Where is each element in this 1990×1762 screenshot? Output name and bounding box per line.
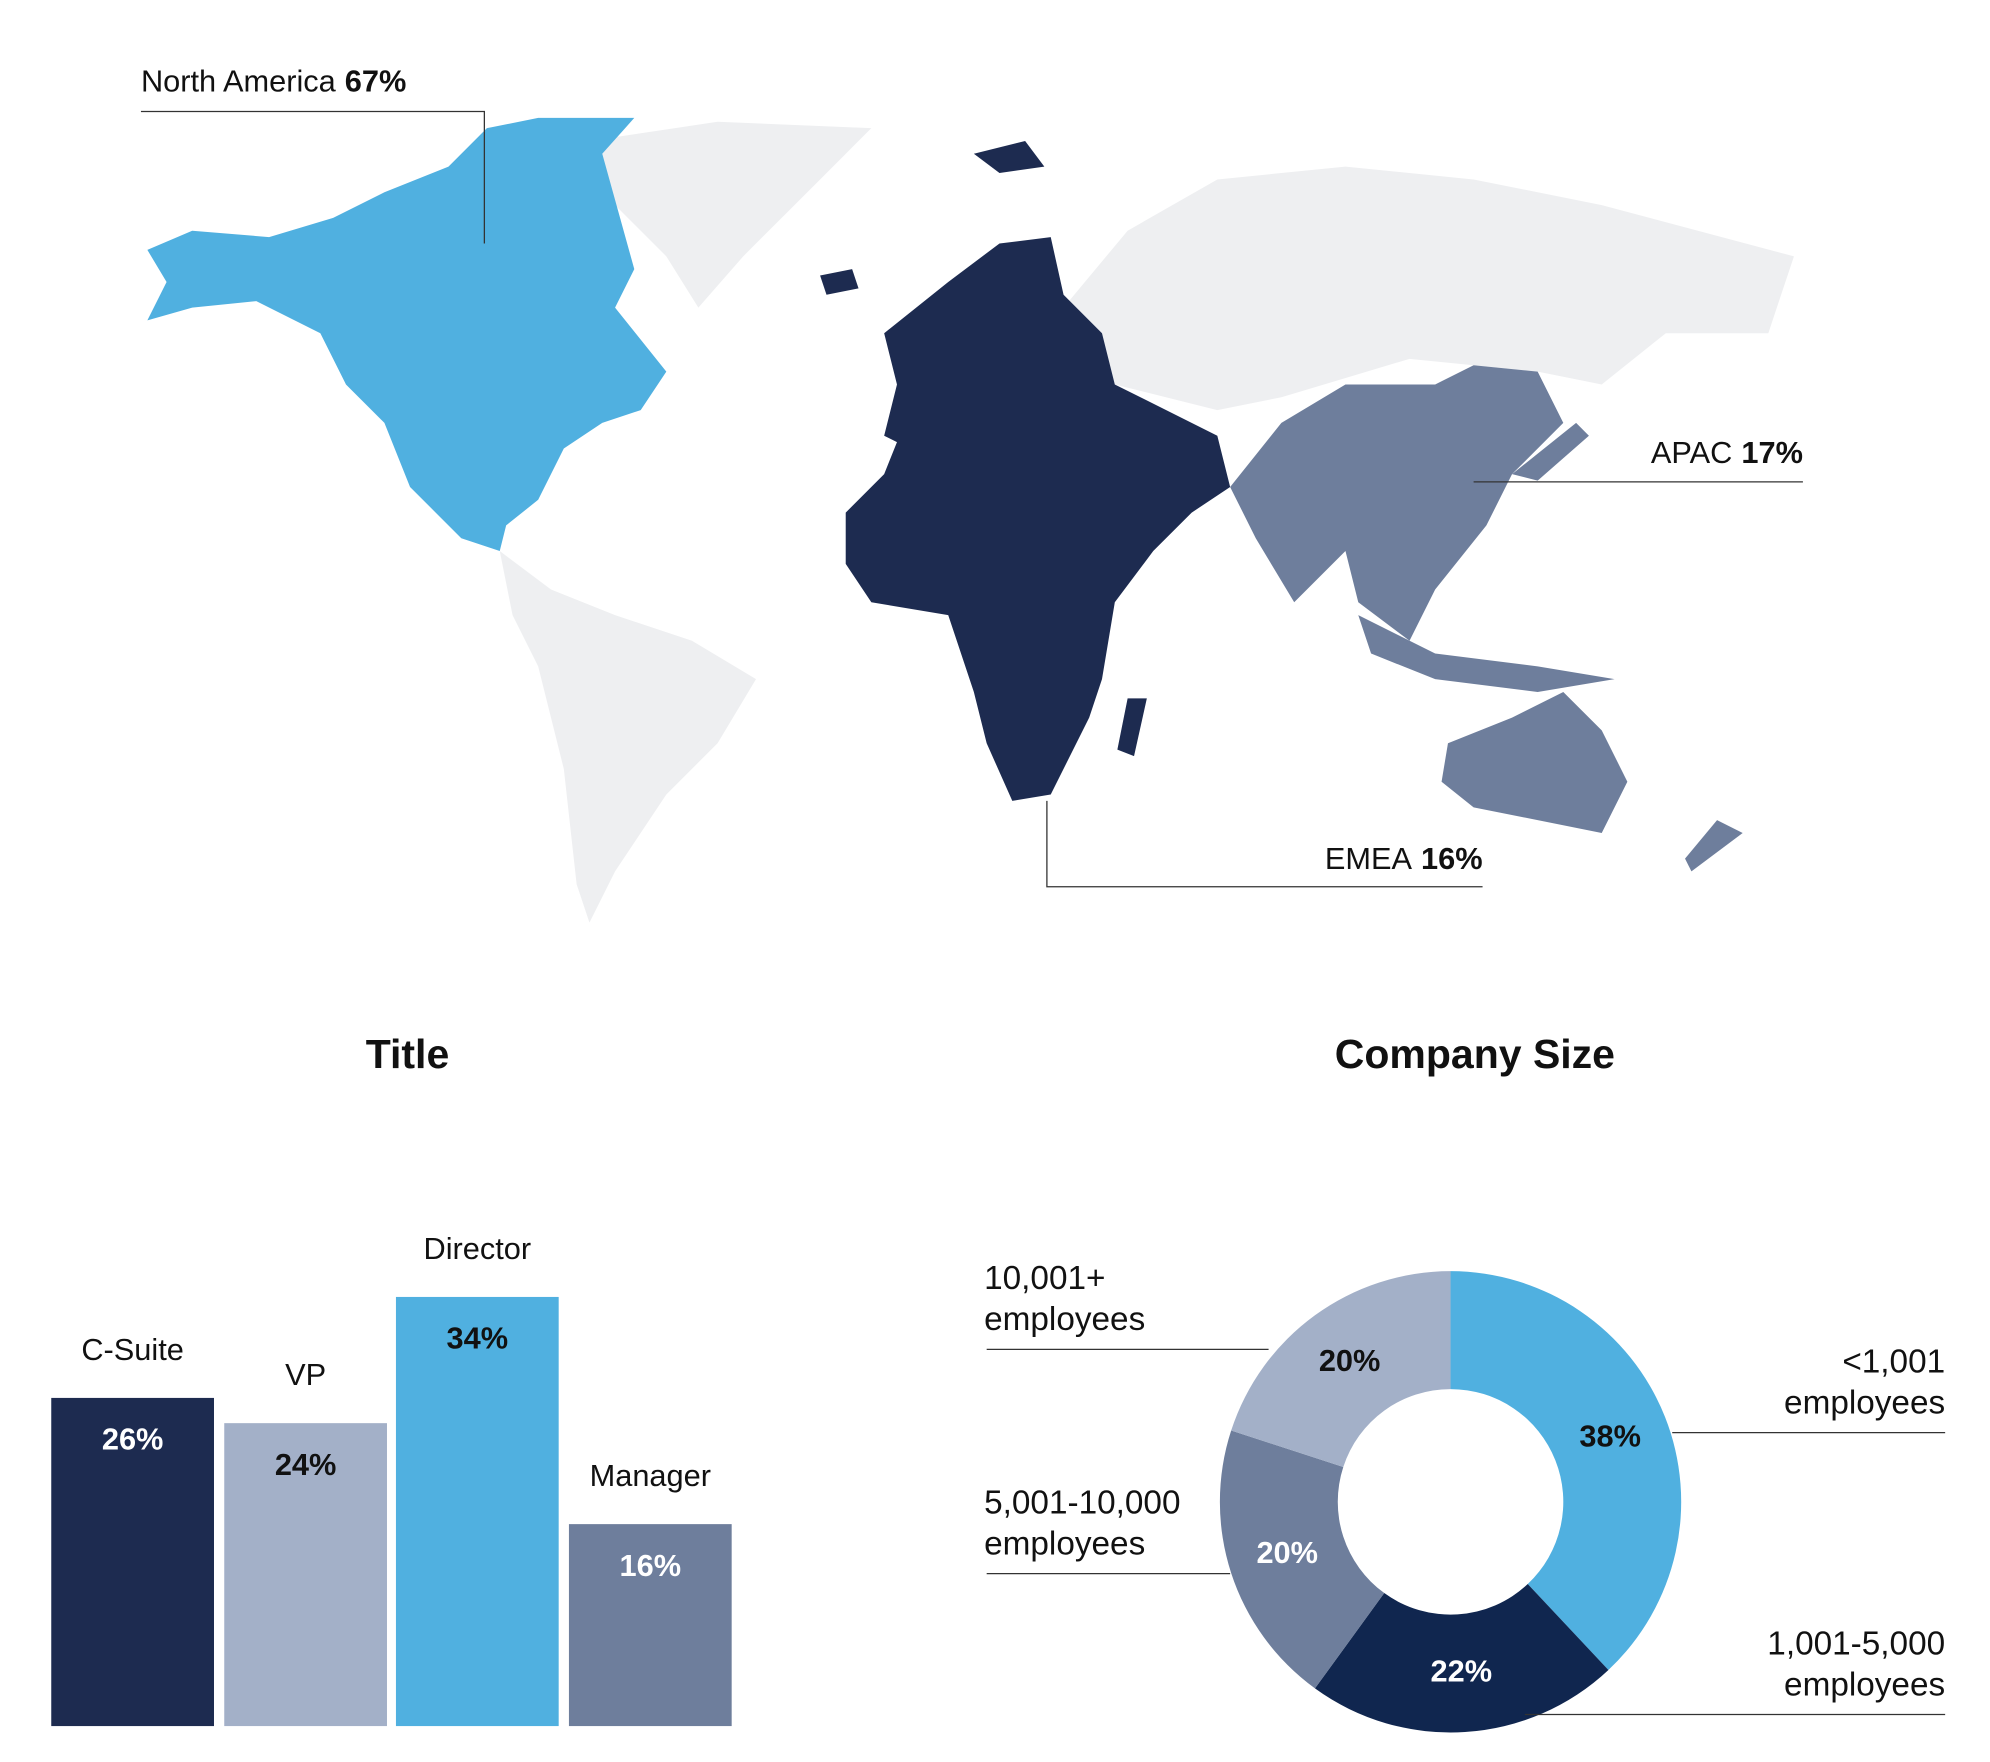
slice-category: 5,001-10,000 employees xyxy=(984,1482,1181,1563)
bar xyxy=(395,1296,559,1727)
map-region xyxy=(1230,365,1564,641)
region-name: North America xyxy=(141,63,337,98)
slice-label-box: 10,001+ employees xyxy=(984,1258,1146,1338)
bar-category: VP xyxy=(285,1357,326,1392)
slice-label-box: 1,001-5,000 employees xyxy=(1767,1623,1946,1704)
slice-value-label: 22% xyxy=(1431,1653,1493,1688)
bar-value-label: 24% xyxy=(275,1447,337,1482)
map-region xyxy=(973,140,1045,174)
slice-value-label: 38% xyxy=(1579,1419,1641,1454)
bar xyxy=(224,1423,387,1727)
slice-category: 1,001-5,000 employees xyxy=(1767,1623,1946,1704)
region-value: 67% xyxy=(345,63,407,98)
region-value: 17% xyxy=(1741,435,1803,470)
donut-slice xyxy=(1219,1430,1385,1689)
donut-slice xyxy=(1314,1584,1609,1733)
region-value: 16% xyxy=(1421,841,1483,876)
leader-line xyxy=(140,110,486,244)
leader-line xyxy=(1046,800,1483,888)
slice-value-label: 20% xyxy=(1319,1343,1381,1378)
map-region xyxy=(1441,691,1628,833)
bar-category: Director xyxy=(423,1231,531,1266)
map-region xyxy=(1512,422,1589,481)
slice-label-box: 5,001-10,000 employees xyxy=(984,1482,1181,1563)
slice-category: 10,001+ employees xyxy=(984,1258,1146,1338)
donut-slice xyxy=(1450,1271,1682,1670)
map-region xyxy=(845,237,1231,801)
bar xyxy=(51,1397,214,1727)
region-label: North America 67% xyxy=(141,63,406,98)
region-label: EMEA 16% xyxy=(1325,841,1483,876)
map-region xyxy=(147,117,667,552)
chart-title: Title xyxy=(366,1031,450,1077)
region-name: APAC xyxy=(1651,435,1732,470)
bar-category: C-Suite xyxy=(81,1332,184,1367)
map-region xyxy=(820,269,859,295)
slice-label-box: <1,001 employees xyxy=(1784,1341,1946,1422)
bar-value-label: 26% xyxy=(102,1422,164,1457)
bar-value-label: 16% xyxy=(620,1548,682,1583)
donut-slice xyxy=(1231,1271,1451,1467)
map-region xyxy=(1117,698,1147,757)
land xyxy=(1063,166,1794,411)
land xyxy=(589,121,872,308)
map-region xyxy=(1685,820,1743,872)
region-label: APAC 17% xyxy=(1651,435,1803,470)
map-region xyxy=(1358,615,1615,692)
chart-title: Company Size xyxy=(1335,1031,1615,1077)
region-name: EMEA xyxy=(1325,841,1413,876)
land xyxy=(499,551,757,923)
map-background xyxy=(499,121,1794,923)
bar-category: Manager xyxy=(590,1458,711,1493)
bar-value-label: 34% xyxy=(447,1321,509,1356)
slice-category: <1,001 employees xyxy=(1784,1341,1946,1422)
bar xyxy=(568,1524,732,1727)
slice-value-label: 20% xyxy=(1256,1535,1318,1570)
